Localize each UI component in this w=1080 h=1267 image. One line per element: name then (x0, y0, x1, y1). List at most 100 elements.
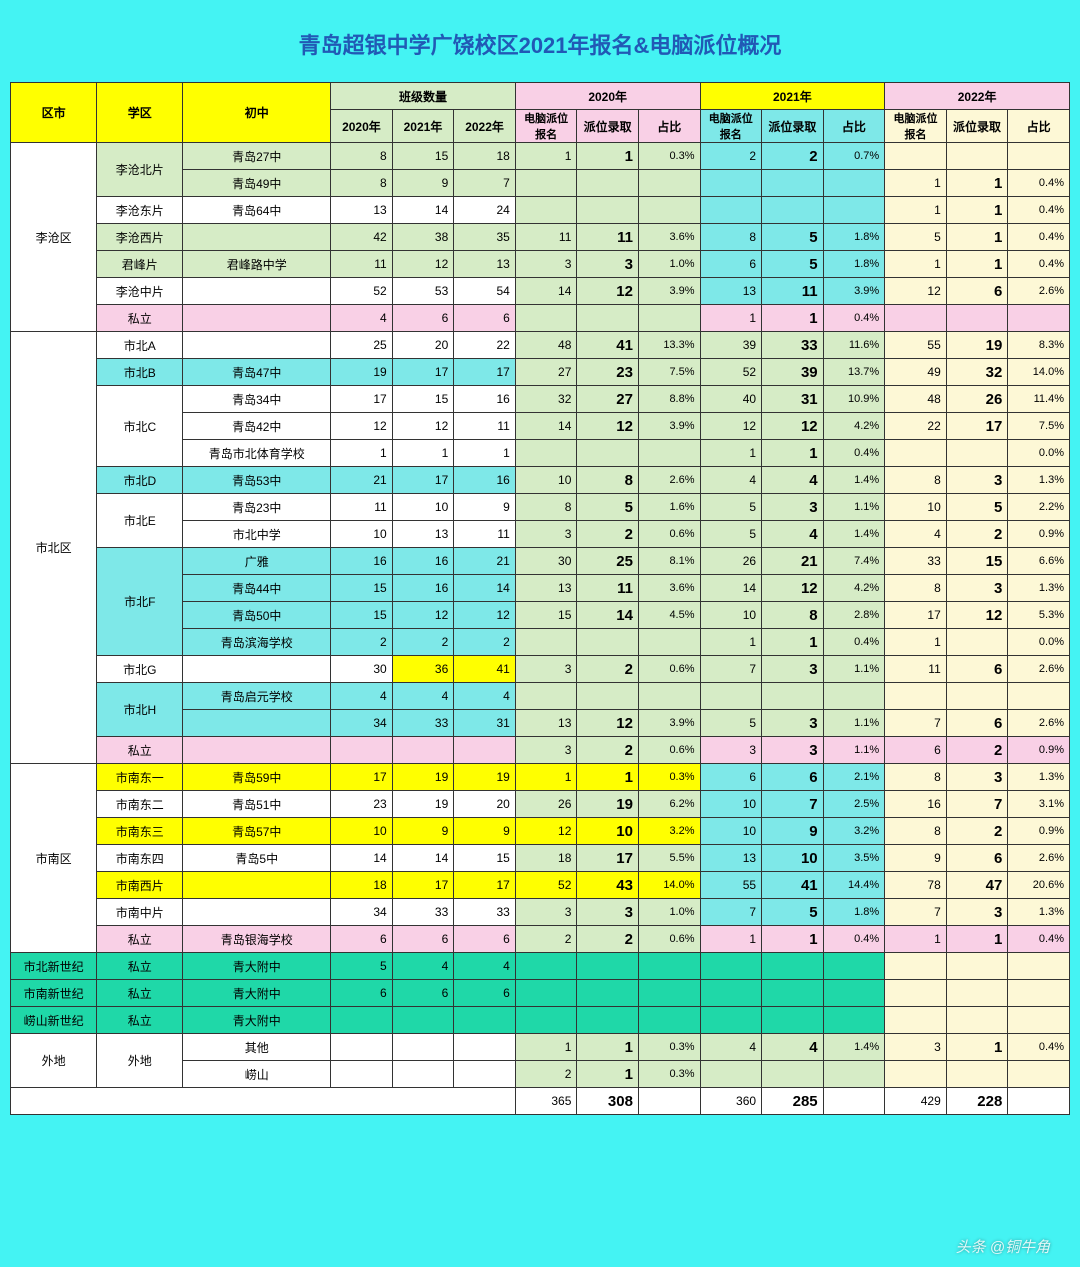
classcount-cell: 12 (392, 602, 454, 629)
pct-cell (1008, 1007, 1070, 1034)
pct-cell (1008, 683, 1070, 710)
classcount-cell: 19 (392, 764, 454, 791)
apply-cell: 49 (885, 359, 947, 386)
admit-cell: 47 (946, 872, 1008, 899)
pct-cell: 6.6% (1008, 548, 1070, 575)
pct-cell: 3.2% (823, 818, 885, 845)
apply-cell: 55 (700, 872, 762, 899)
hdr-2020: 2020年 (515, 83, 700, 110)
admit-cell: 31 (762, 386, 824, 413)
admit-cell: 1 (762, 305, 824, 332)
admit-cell: 26 (946, 386, 1008, 413)
pct-cell: 4.2% (823, 575, 885, 602)
hdr-2022: 2022年 (885, 83, 1070, 110)
pct-cell (823, 197, 885, 224)
pct-cell: 0.4% (1008, 197, 1070, 224)
admit-cell: 6 (946, 845, 1008, 872)
apply-cell: 1 (885, 251, 947, 278)
classcount-cell: 6 (454, 980, 516, 1007)
classcount-cell: 34 (331, 899, 393, 926)
school-cell: 青岛57中 (183, 818, 331, 845)
classcount-cell: 23 (331, 791, 393, 818)
hdr-2021: 2021年 (700, 83, 885, 110)
apply-cell: 2 (700, 143, 762, 170)
zone-cell: 私立 (97, 1007, 183, 1034)
classcount-cell (454, 1034, 516, 1061)
apply-cell (515, 980, 577, 1007)
admit-cell: 33 (762, 332, 824, 359)
admit-cell: 14 (577, 602, 639, 629)
admit-cell: 6 (946, 710, 1008, 737)
classcount-cell: 15 (331, 602, 393, 629)
zone-cell: 李沧东片 (97, 197, 183, 224)
admit-cell: 2 (946, 737, 1008, 764)
apply-cell: 1 (515, 1034, 577, 1061)
apply-cell: 3 (515, 737, 577, 764)
classcount-cell (331, 737, 393, 764)
pct-cell: 4.2% (823, 413, 885, 440)
pct-cell: 13.7% (823, 359, 885, 386)
admit-cell (577, 1007, 639, 1034)
admit-cell: 3 (946, 575, 1008, 602)
apply-cell: 2 (515, 926, 577, 953)
classcount-cell: 16 (392, 548, 454, 575)
apply-cell (700, 1007, 762, 1034)
sub: 派位录取 (946, 110, 1008, 143)
classcount-cell: 16 (331, 548, 393, 575)
admit-cell: 1 (762, 629, 824, 656)
pct-cell: 8.3% (1008, 332, 1070, 359)
pct-cell: 3.6% (638, 575, 700, 602)
zone-cell: 市北C (97, 386, 183, 467)
zone-cell: 市南西片 (97, 872, 183, 899)
admit-cell: 1 (577, 143, 639, 170)
admit-cell: 3 (762, 494, 824, 521)
classcount-cell: 9 (392, 170, 454, 197)
pct-cell: 0.3% (638, 1061, 700, 1088)
apply-cell: 5 (700, 521, 762, 548)
admit-cell: 11 (762, 278, 824, 305)
sub: 2022年 (454, 110, 516, 143)
apply-cell: 12 (885, 278, 947, 305)
pct-cell (823, 953, 885, 980)
pct-cell: 0.0% (1008, 440, 1070, 467)
data-table: 区市 学区 初中 班级数量 2020年 2021年 2022年 2020年 20… (10, 82, 1070, 1115)
classcount-cell: 54 (454, 278, 516, 305)
admit-cell (762, 197, 824, 224)
admit-cell: 5 (946, 494, 1008, 521)
admit-cell: 39 (762, 359, 824, 386)
sub: 2020年 (331, 110, 393, 143)
apply-cell (885, 683, 947, 710)
zone-cell: 市北F (97, 548, 183, 656)
apply-cell: 8 (885, 764, 947, 791)
admit-cell: 5 (762, 251, 824, 278)
apply-cell (700, 980, 762, 1007)
classcount-cell: 21 (331, 467, 393, 494)
school-cell: 青岛5中 (183, 845, 331, 872)
admit-cell: 1 (946, 1034, 1008, 1061)
school-cell (183, 305, 331, 332)
pct-cell (1008, 953, 1070, 980)
admit-cell: 3 (762, 737, 824, 764)
classcount-cell: 17 (392, 359, 454, 386)
district-cell: 外地 (11, 1034, 97, 1088)
pct-cell: 0.6% (638, 926, 700, 953)
classcount-cell: 9 (392, 818, 454, 845)
admit-cell: 7 (762, 791, 824, 818)
total-apply: 429 (885, 1088, 947, 1115)
school-cell: 崂山 (183, 1061, 331, 1088)
admit-cell (577, 629, 639, 656)
classcount-cell: 4 (331, 305, 393, 332)
sub: 电脑派位报名 (700, 110, 762, 143)
admit-cell: 12 (762, 575, 824, 602)
admit-cell (946, 629, 1008, 656)
pct-cell: 11.6% (823, 332, 885, 359)
zone-cell: 私立 (97, 737, 183, 764)
admit-cell: 8 (762, 602, 824, 629)
pct-cell (823, 170, 885, 197)
school-cell: 青岛市北体育学校 (183, 440, 331, 467)
admit-cell: 7 (946, 791, 1008, 818)
admit-cell: 21 (762, 548, 824, 575)
school-cell (183, 899, 331, 926)
classcount-cell: 5 (331, 953, 393, 980)
classcount-cell: 15 (392, 143, 454, 170)
